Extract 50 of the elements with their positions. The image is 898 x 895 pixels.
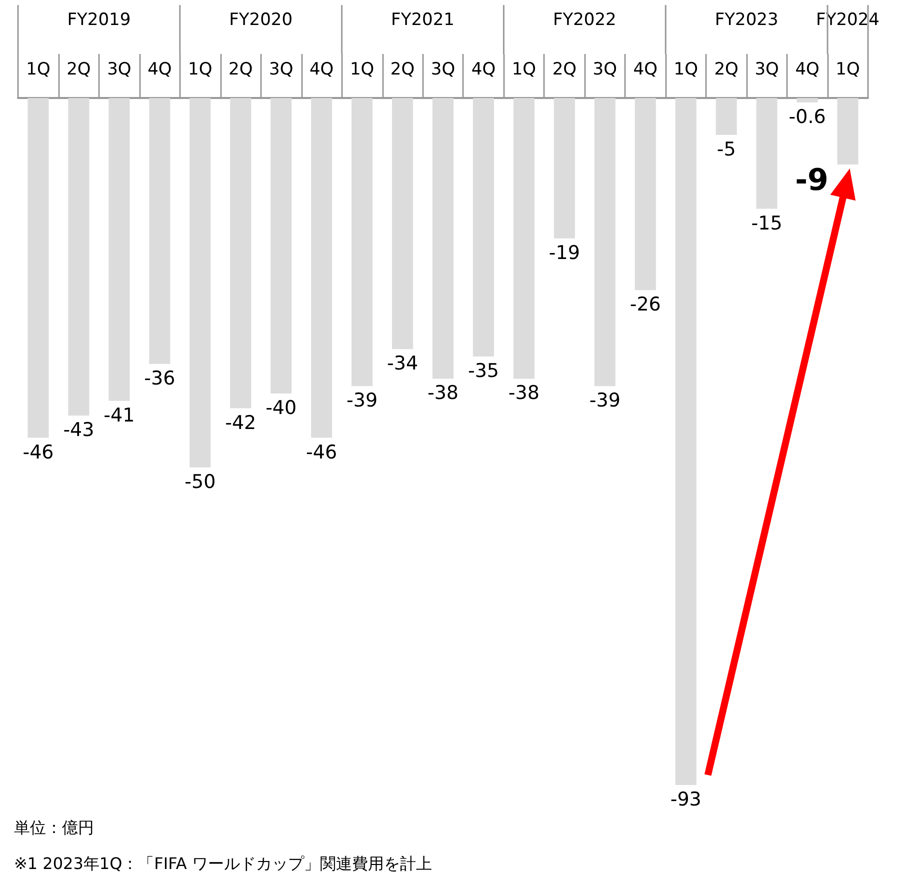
data-label: -46 <box>306 441 338 464</box>
x-tick-label: 2Q <box>714 60 738 80</box>
data-label: -40 <box>266 396 297 419</box>
data-label: -39 <box>346 390 378 412</box>
data-label: -93 <box>670 788 702 810</box>
x-tick-label: 3Q <box>754 60 779 80</box>
x-tick-label: 1Q <box>512 60 536 80</box>
x-tick-label: 3Q <box>430 60 456 80</box>
text: FY2021 <box>391 10 454 30</box>
data-label: -38 <box>427 382 459 404</box>
x-tick-label: 3Q <box>592 60 618 80</box>
x-tick-label: 4Q <box>148 60 172 80</box>
x-tick-label: 4Q <box>633 60 658 80</box>
data-label: -50 <box>184 470 216 493</box>
text: 単位：億円 <box>14 818 94 839</box>
data-label: -39 <box>589 390 620 412</box>
x-tick-label: 1Q <box>836 60 860 80</box>
data-label: -15 <box>751 212 782 234</box>
data-label: -38 <box>508 382 540 404</box>
data-label: -46 <box>22 441 54 464</box>
x-tick-label: 1Q <box>674 60 698 80</box>
data-label: -0.6 <box>788 106 826 128</box>
data-label: -34 <box>387 352 418 375</box>
x-tick-label: 1Q <box>188 60 212 80</box>
data-label: -26 <box>630 294 661 316</box>
data-label: -35 <box>468 360 499 382</box>
x-tick-label: 2Q <box>390 60 415 80</box>
x-tick-label: 1Q <box>350 60 374 80</box>
data-label: -9 <box>795 162 828 198</box>
data-label: -36 <box>144 367 176 390</box>
x-tick-label: 2Q <box>228 60 253 80</box>
data-label: -19 <box>548 242 580 264</box>
text: ※1 2023年1Q：「FIFA ワールドカップ」関連費用を計上 <box>14 854 432 875</box>
text: FY2023 <box>714 10 778 30</box>
x-tick-label: 3Q <box>107 60 132 80</box>
data-label: -5 <box>716 138 736 160</box>
x-tick-label: 3Q <box>268 60 294 80</box>
x-tick-label: 2Q <box>66 60 91 80</box>
x-tick-label: 4Q <box>471 60 496 80</box>
x-tick-label: 1Q <box>26 60 50 80</box>
text: FY2019 <box>67 10 131 30</box>
text: FY2022 <box>552 10 616 30</box>
text: FY2020 <box>229 10 293 30</box>
data-label: -43 <box>63 419 94 442</box>
text: FY2024 <box>816 10 880 30</box>
x-tick-label: 4Q <box>795 60 820 80</box>
data-label: -42 <box>225 412 256 434</box>
x-tick-label: 4Q <box>309 60 334 80</box>
x-tick-label: 2Q <box>552 60 577 80</box>
data-label: -41 <box>104 404 135 426</box>
